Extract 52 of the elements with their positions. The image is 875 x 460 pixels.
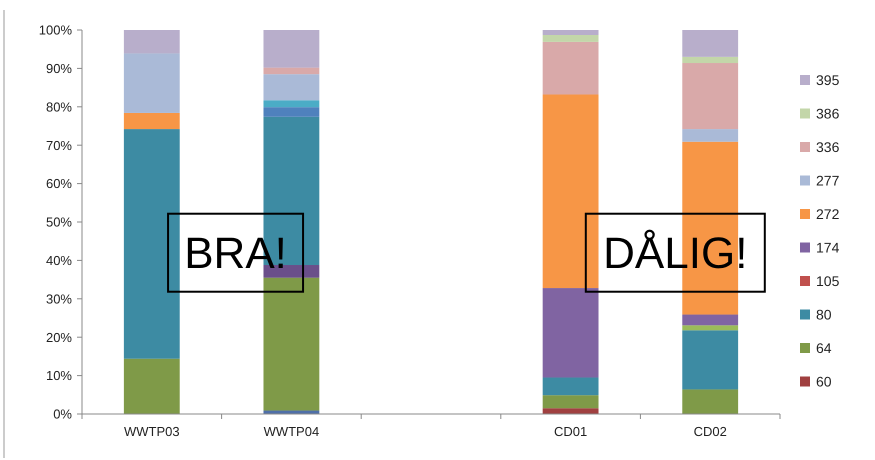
bar — [124, 129, 180, 359]
y-tick-label: 60% — [46, 176, 72, 192]
bar — [124, 358, 180, 414]
y-tick-label: 10% — [46, 368, 72, 384]
legend-label: 174 — [816, 239, 840, 256]
legend-label: 386 — [816, 105, 840, 122]
bar — [682, 129, 738, 142]
bar — [682, 330, 738, 390]
bar — [542, 94, 599, 288]
legend-label: 277 — [816, 172, 840, 188]
bar — [682, 314, 738, 326]
bar — [542, 34, 599, 42]
bar — [542, 408, 599, 414]
bar — [542, 288, 599, 378]
bar — [682, 389, 738, 414]
x-tick-label: CD01 — [554, 424, 588, 439]
bar — [542, 30, 599, 35]
y-tick-label: 30% — [46, 291, 72, 306]
bar — [682, 30, 738, 57]
x-tick-label: WWTP04 — [264, 424, 320, 439]
legend-label: 64 — [816, 340, 832, 356]
bar — [263, 278, 320, 411]
bar — [124, 112, 180, 130]
bar — [263, 74, 320, 100]
bar — [124, 53, 180, 113]
legend-label: 395 — [816, 72, 840, 88]
y-tick-label: 90% — [46, 60, 72, 76]
y-tick-label: 80% — [46, 99, 72, 114]
y-tick-label: 50% — [46, 214, 72, 230]
bar — [542, 395, 599, 408]
bar — [682, 63, 738, 130]
bar — [263, 30, 320, 68]
legend-label: 105 — [816, 272, 840, 289]
bar — [682, 325, 738, 330]
legend-label: 336 — [816, 138, 840, 155]
bar — [124, 30, 180, 54]
bar — [542, 42, 599, 95]
y-tick-label: 0% — [53, 406, 72, 422]
bar — [682, 56, 738, 64]
bar — [263, 100, 320, 108]
y-tick-label: 20% — [46, 330, 72, 345]
bar — [542, 378, 599, 396]
x-tick-label: CD02 — [694, 424, 727, 439]
bar — [263, 68, 320, 74]
legend-label: 272 — [816, 206, 840, 222]
legend-label: 80 — [816, 306, 832, 322]
x-tick-label: WWTP03 — [124, 424, 180, 439]
y-tick-label: 70% — [46, 138, 72, 153]
y-tick-label: 40% — [46, 252, 72, 268]
y-tick-label: 100% — [38, 22, 72, 38]
bar — [263, 107, 320, 117]
legend-label: 60 — [816, 373, 832, 390]
